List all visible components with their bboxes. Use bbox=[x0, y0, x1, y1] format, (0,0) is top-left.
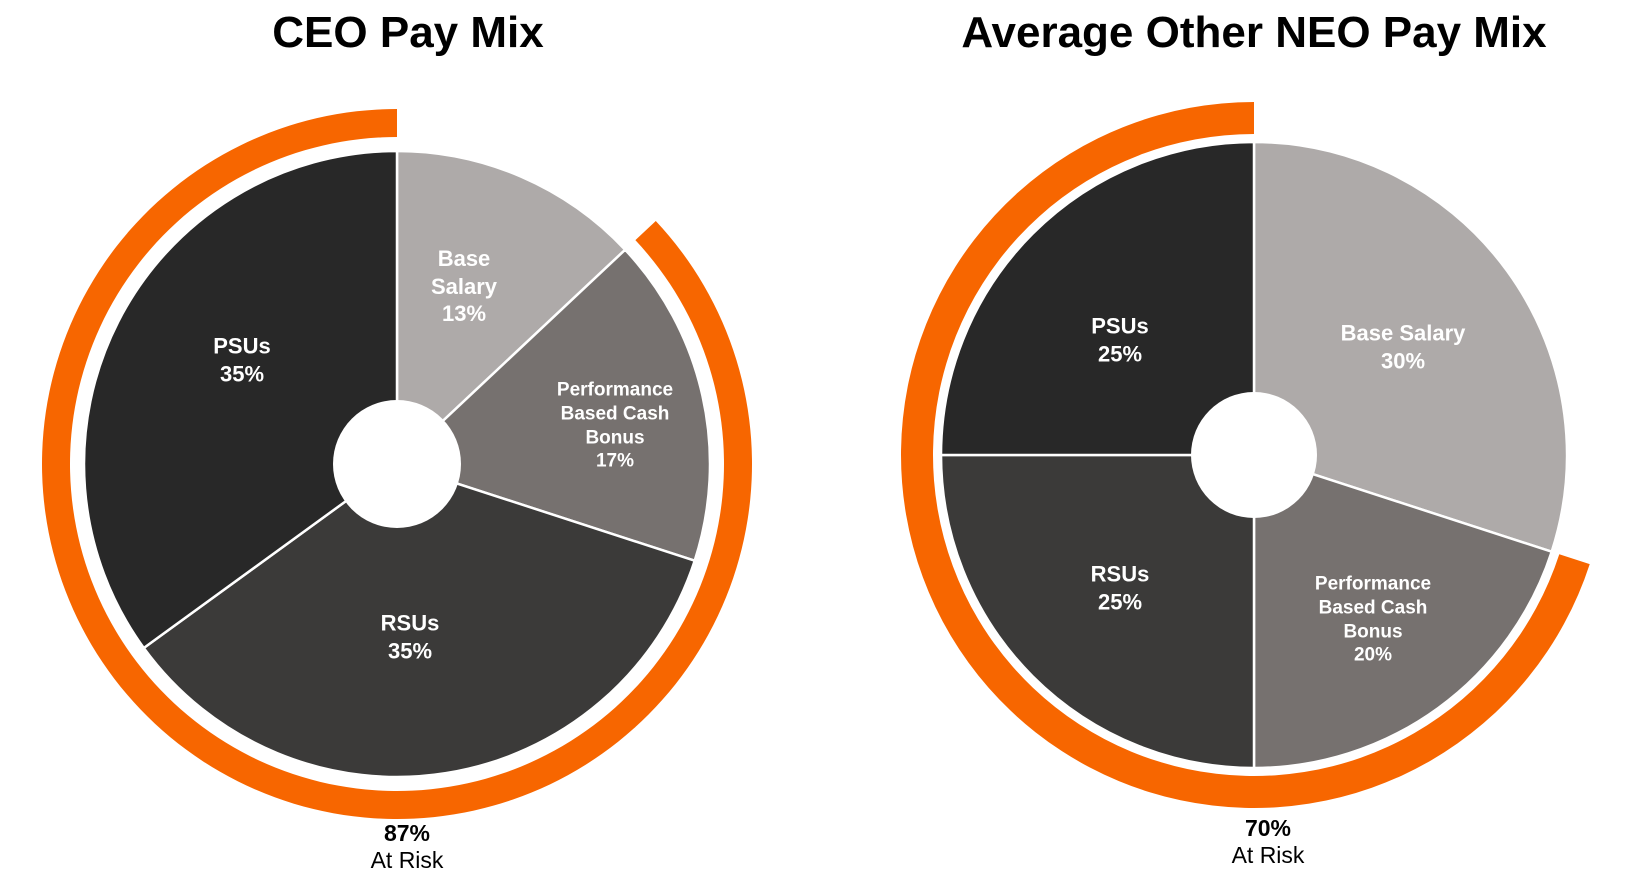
ceo-chart-title: CEO Pay Mix bbox=[272, 8, 544, 57]
neo-at-risk-label: At Risk bbox=[1231, 842, 1305, 868]
ceo-center-hole bbox=[333, 400, 461, 528]
ceo-label-psus: PSUs 35% bbox=[213, 333, 270, 388]
ceo-label-base-salary: Base Salary 13% bbox=[431, 245, 497, 328]
label-line: Based Cash bbox=[1318, 597, 1428, 619]
label-line: 35% bbox=[387, 638, 433, 663]
label-line: RSUs bbox=[1090, 561, 1150, 587]
neo-label-bonus: Performance Based Cash Bonus 20% bbox=[1315, 573, 1431, 668]
label-line: 13% bbox=[441, 300, 487, 326]
label-line: PSUs bbox=[213, 333, 271, 359]
label-line: Base Salary bbox=[1340, 320, 1466, 346]
label-line: 17% bbox=[595, 450, 635, 472]
label-line: 25% bbox=[1097, 341, 1143, 366]
label-line: Salary bbox=[430, 273, 498, 299]
neo-segment-psus bbox=[939, 140, 1256, 457]
neo-center-hole bbox=[1191, 392, 1317, 518]
label-line: Base bbox=[437, 245, 491, 271]
label-line: RSUs bbox=[380, 610, 440, 636]
ceo-pay-mix-pie bbox=[42, 109, 752, 819]
neo-at-risk-callout: 70% At Risk bbox=[1232, 815, 1305, 869]
label-line: 30% bbox=[1380, 348, 1426, 373]
label-line: PSUs bbox=[1091, 313, 1149, 339]
neo-chart-title: Average Other NEO Pay Mix bbox=[961, 8, 1547, 57]
label-line: Bonus bbox=[1343, 621, 1403, 642]
ceo-at-risk-percent: 87% bbox=[383, 820, 431, 846]
label-line: Bonus bbox=[585, 427, 645, 448]
label-line: 20% bbox=[1353, 644, 1393, 666]
ceo-at-risk-label: At Risk bbox=[370, 847, 444, 873]
neo-label-base-salary: Base Salary 30% bbox=[1341, 320, 1466, 375]
ceo-label-bonus: Performance Based Cash Bonus 17% bbox=[557, 379, 673, 474]
neo-at-risk-percent: 70% bbox=[1244, 815, 1292, 841]
label-line: 25% bbox=[1097, 589, 1143, 614]
neo-label-psus: PSUs 25% bbox=[1091, 313, 1148, 368]
label-line: 35% bbox=[219, 361, 265, 386]
ceo-segment-psus bbox=[82, 149, 399, 650]
label-line: Based Cash bbox=[560, 403, 670, 425]
label-line: Performance bbox=[1314, 573, 1432, 595]
neo-pay-mix-pie bbox=[900, 102, 1590, 808]
ceo-label-rsus: RSUs 35% bbox=[381, 610, 440, 665]
label-line: Performance bbox=[556, 379, 674, 401]
ceo-segment-rsus bbox=[142, 462, 697, 779]
neo-label-rsus: RSUs 25% bbox=[1091, 561, 1150, 616]
ceo-at-risk-callout: 87% At Risk bbox=[371, 820, 444, 874]
